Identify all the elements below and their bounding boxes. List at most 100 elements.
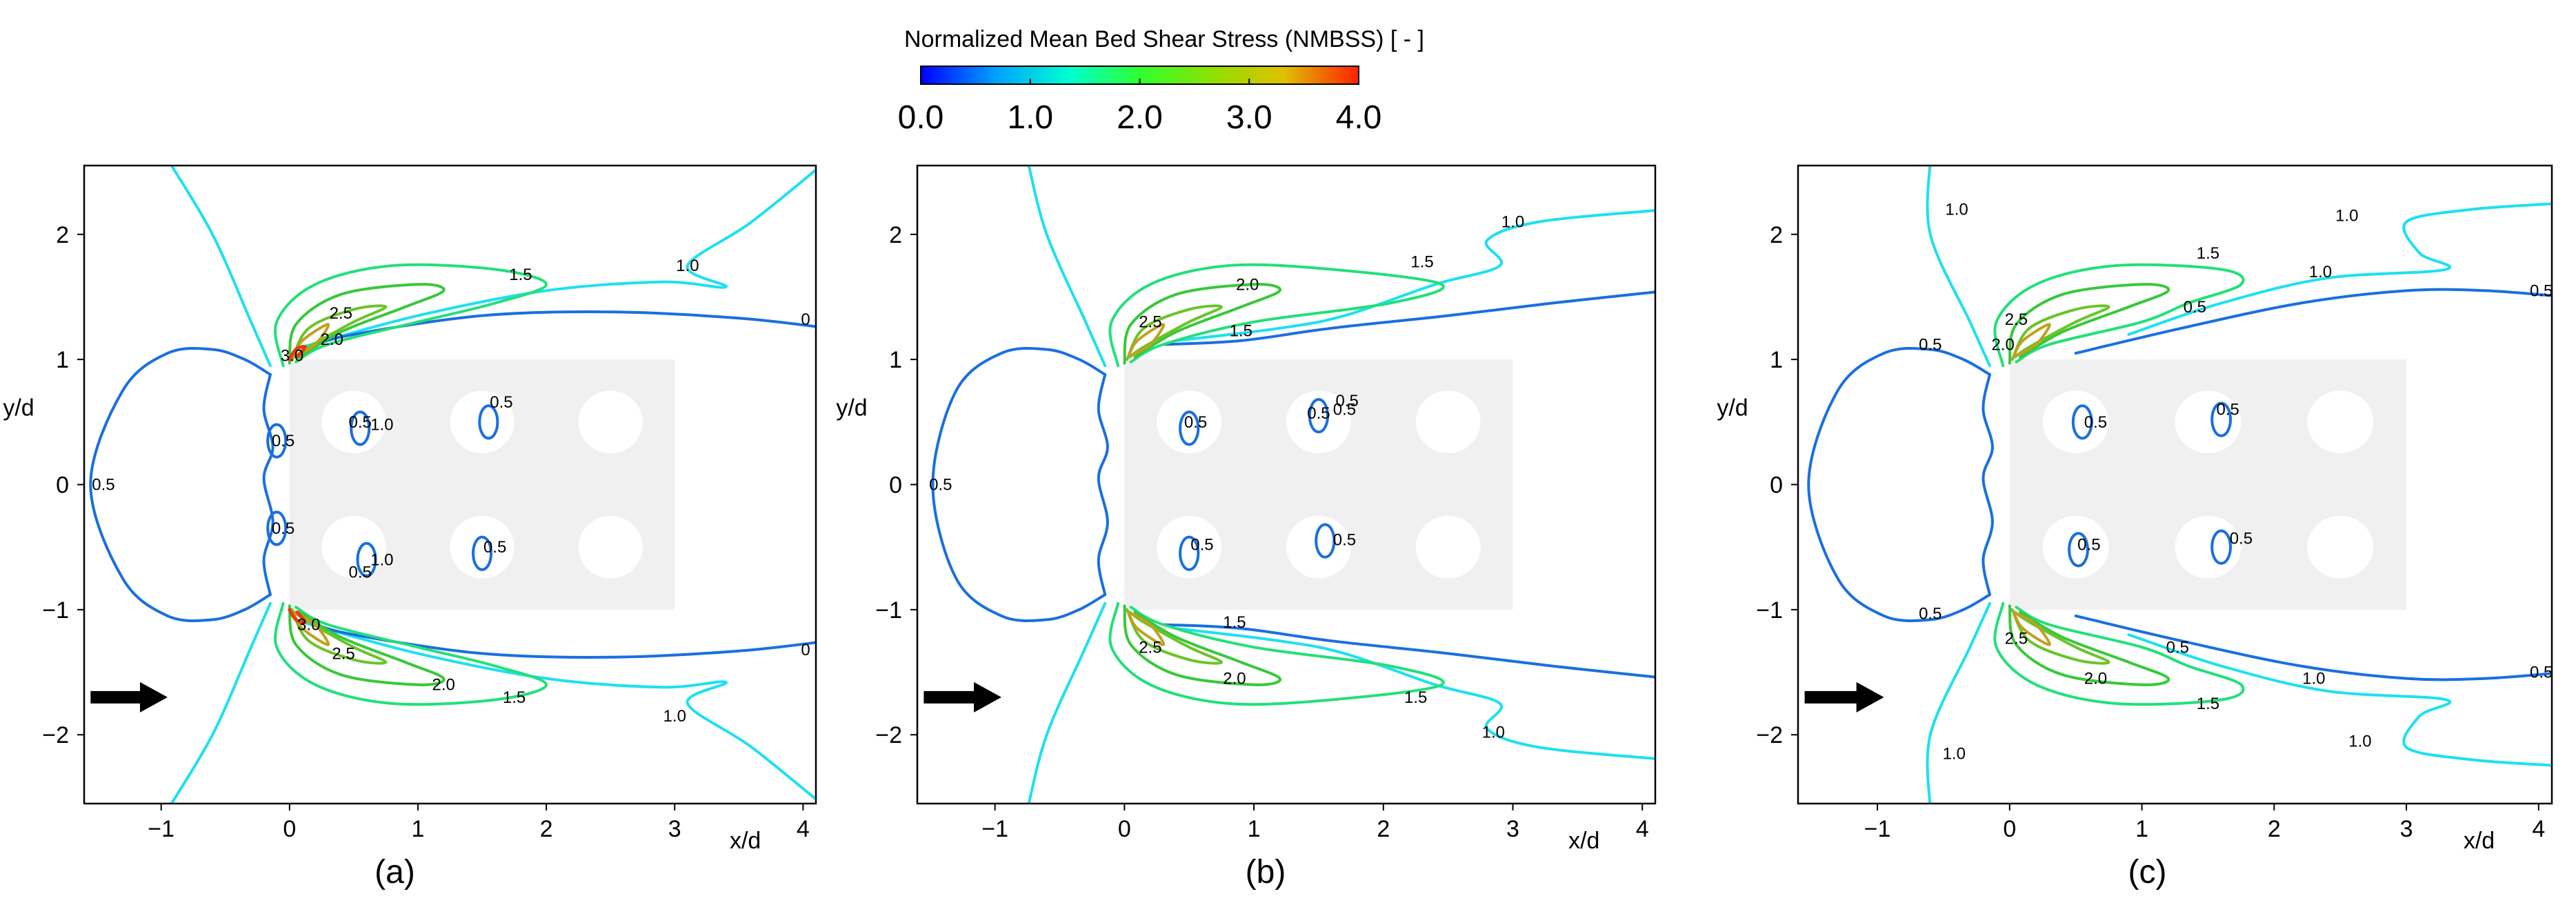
contour-label: 0.5	[1184, 413, 1207, 432]
contour-label: 0	[801, 310, 810, 329]
contour-line	[288, 608, 307, 625]
contour-line	[1175, 627, 1655, 760]
x-tick-label: 2	[540, 816, 553, 842]
contour-label: 0.5	[1333, 530, 1356, 549]
contour-line	[1993, 601, 2245, 706]
contour-label: 0.5	[1307, 404, 1330, 423]
contour-line	[274, 263, 548, 368]
contour-label: 1.0	[2302, 670, 2325, 688]
contour-label: 1.0	[1501, 213, 1524, 232]
contour-line	[478, 404, 499, 440]
pier-cylinder	[2175, 390, 2241, 454]
y-tick-label: 0	[1770, 472, 1783, 499]
contour-line	[1308, 398, 1330, 434]
contour-label: 1.0	[370, 550, 393, 569]
plot-area: 0.50.50.50.51.00.51.00.50.53.02.52.01.5 1…	[89, 166, 816, 804]
pier-cylinder	[1157, 515, 1222, 579]
contour-line	[472, 535, 493, 571]
flow-direction-arrow	[1804, 681, 1884, 713]
contour-line	[288, 344, 307, 361]
contour-line	[1108, 263, 1445, 368]
colorbar-tick-label: 3.0	[1226, 99, 1272, 136]
contour-line	[1926, 601, 1991, 804]
y-tick-label: 1	[1770, 347, 1783, 373]
pier-cylinder	[578, 390, 643, 454]
x-tick-label: 2	[2268, 816, 2281, 842]
contour-label: 0.5	[1919, 604, 1941, 623]
contour-line	[2074, 614, 2552, 681]
pier-cylinder	[1286, 515, 1351, 579]
contour-line	[931, 346, 1107, 623]
y-tick-label: 2	[1770, 222, 1783, 248]
x-tick-label: 3	[1506, 816, 1519, 842]
x-tick-label: −1	[148, 816, 174, 842]
contour-line	[2008, 283, 2170, 365]
plot-area: 1.0 0.5 0.5 0.5 0.5 0.5 0.5 2.5 2.0 1.5 1.0 1.0 0.5 0…	[1807, 166, 2552, 804]
contour-label: 1.0	[2348, 732, 2371, 750]
contour-line	[290, 608, 388, 665]
contour-line	[2008, 604, 2170, 686]
contour-line	[307, 621, 816, 659]
colorbar-ticks: 0.0 1.0 2.0 3.0 4.0	[898, 79, 1381, 136]
contour-label: 1.0	[676, 257, 699, 275]
contour-label: 0.5	[2077, 536, 2100, 555]
panels: 0.50.50.50.51.00.51.00.50.53.02.52.01.5 1…	[3, 164, 2553, 890]
contour-label: 0.5	[2166, 638, 2189, 657]
pier-cylinder	[2042, 515, 2109, 579]
contour-line	[1175, 209, 1655, 342]
contour-label: 0.5	[1333, 401, 1356, 419]
contour-label: 0.5	[1336, 392, 1359, 410]
x-axis-label: x/d	[2464, 828, 2495, 854]
contour-line	[1127, 323, 1166, 359]
contour-label: 1.0	[2309, 263, 2332, 281]
contour-label: 0.5	[349, 413, 372, 432]
contour-line	[292, 610, 330, 646]
y-tick-label: 2	[889, 222, 902, 248]
contour-line	[266, 510, 288, 546]
y-tick-label: 1	[56, 347, 69, 373]
contour-label: 1.5	[2197, 695, 2219, 713]
contour-line	[1981, 372, 1994, 597]
contour-line	[2127, 202, 2552, 336]
y-tick-label: −1	[1756, 597, 1783, 624]
contour-line	[1127, 610, 1166, 646]
contour-label: 1.5	[1410, 253, 1433, 272]
contour-label: 1.0	[1482, 724, 1505, 742]
contour-line	[1807, 346, 1991, 623]
colorbar-tick-label: 1.0	[1007, 99, 1053, 136]
x-tick-label: 1	[1248, 816, 1261, 842]
contour-line	[2010, 304, 2110, 361]
y-tick-label: −2	[875, 722, 902, 748]
pier-cylinder	[450, 390, 515, 454]
x-tick-label: 0	[283, 816, 296, 842]
contour-label: 3.0	[297, 616, 320, 635]
x-tick-label: 1	[412, 816, 425, 842]
contour-line	[1123, 604, 1281, 686]
contour-line	[1315, 523, 1336, 559]
pier-cylinder	[321, 390, 386, 454]
y-tick-label: 2	[56, 222, 69, 248]
contour-line	[1993, 263, 2245, 368]
contour-label: 0.5	[1190, 536, 1213, 555]
contour-line	[1097, 372, 1109, 597]
colorbar: Normalized Mean Bed Shear Stress (NMBSS)…	[898, 26, 1424, 136]
x-tick-label: 3	[668, 816, 681, 842]
x-tick-label: 4	[2532, 816, 2545, 842]
contour-label: 2.0	[2084, 670, 2107, 688]
contour-label: 2.5	[330, 304, 352, 323]
colorbar-title: Normalized Mean Bed Shear Stress (NMBSS)…	[904, 26, 1424, 52]
contour-label: 0.5	[349, 563, 372, 581]
pier-cylinder	[2042, 390, 2109, 454]
contour-line	[1027, 601, 1107, 804]
contour-line	[2074, 288, 2552, 355]
contour-line	[2210, 401, 2233, 437]
panel-b: 0.50.5 0.5 0.50.50.5 0.52.52.01.51.51.02.51…	[836, 164, 1657, 890]
contour-line	[1027, 166, 1107, 368]
contour-label: 0.5	[483, 538, 506, 557]
y-tick-label: 1	[889, 347, 902, 373]
contour-label: 1.5	[1223, 613, 1246, 632]
contour-label: 0	[801, 641, 810, 659]
y-tick-label: −1	[42, 597, 69, 624]
y-tick-label: −2	[42, 722, 69, 748]
contour-label: 2.0	[321, 330, 343, 349]
